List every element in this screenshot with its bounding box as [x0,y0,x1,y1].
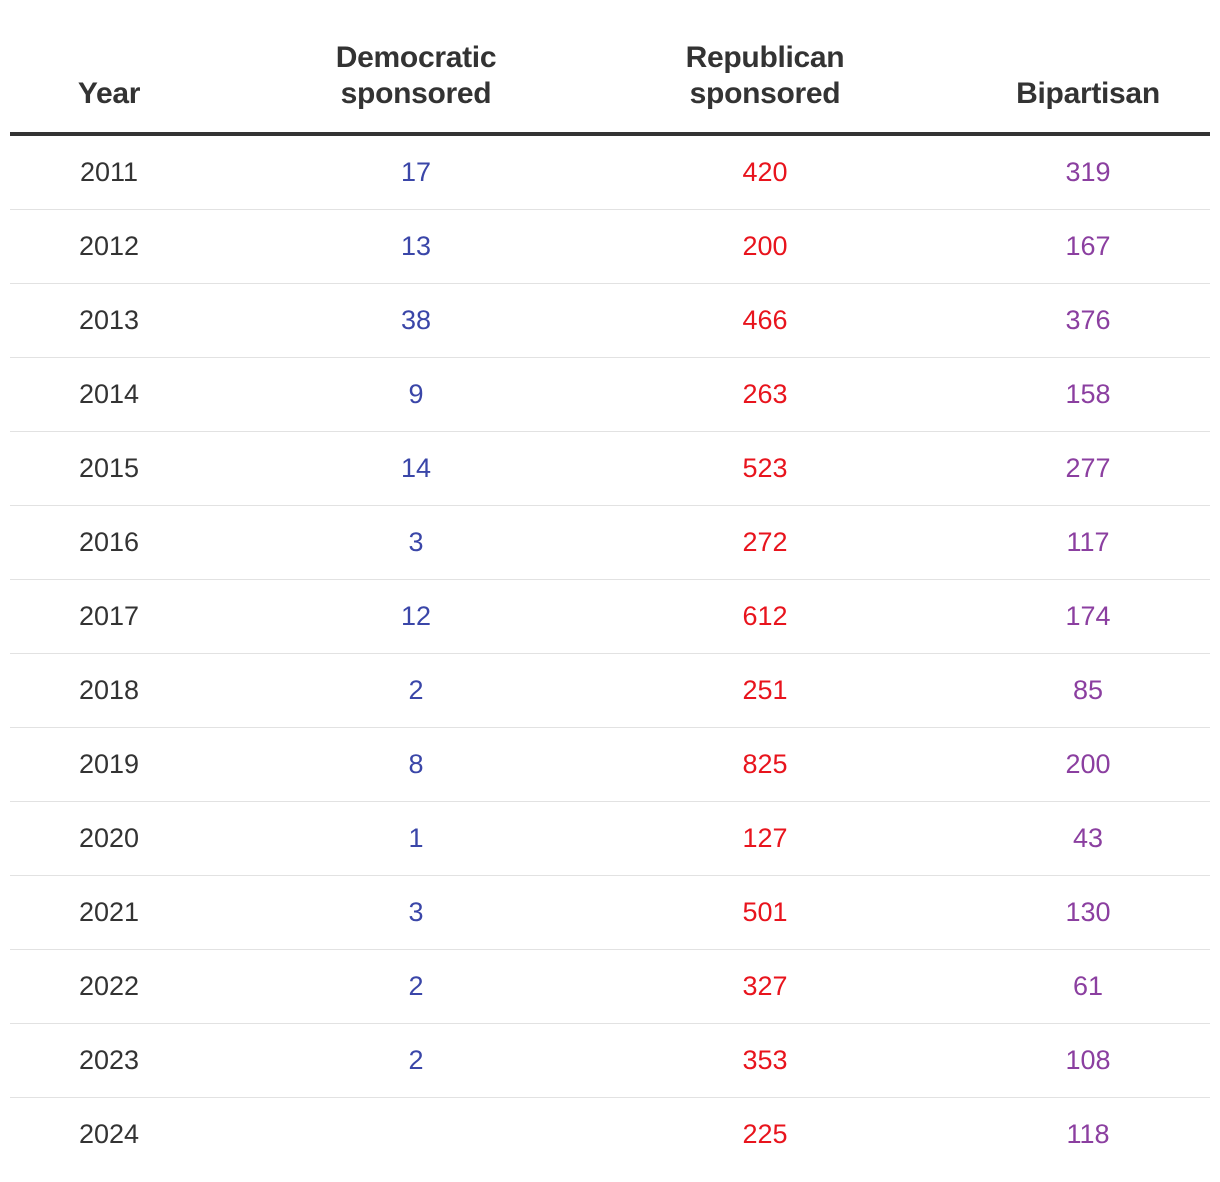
cell-bipartisan: 108 [1065,1045,1111,1075]
cell-year: 2019 [78,749,140,779]
table-row: 2011 17 420 319 [10,136,1210,210]
data-table: Year Democratic sponsored Republican spo… [10,0,1210,1171]
table-row: 2019 8 825 200 [10,728,1210,802]
cell-bipartisan: 85 [1072,675,1104,705]
table-row: 2015 14 523 277 [10,432,1210,506]
table-row: 2020 1 127 43 [10,802,1210,876]
header-republican-line-2: sponsored [689,77,841,110]
header-year: Year [10,76,208,112]
cell-republican: 327 [742,971,788,1001]
cell-bipartisan: 277 [1065,453,1111,483]
table-header: Year Democratic sponsored Republican spo… [10,0,1210,136]
cell-democratic: 2 [408,1045,424,1075]
header-bipartisan-label: Bipartisan [1016,77,1160,110]
cell-year: 2017 [78,601,140,631]
cell-bipartisan: 158 [1065,379,1111,409]
table-row: 2024 225 118 [10,1098,1210,1171]
cell-democratic: 1 [408,823,424,853]
cell-year: 2011 [79,157,139,187]
cell-republican: 523 [742,453,788,483]
cell-republican: 825 [742,749,788,779]
cell-bipartisan: 174 [1065,601,1111,631]
table-row: 2016 3 272 117 [10,506,1210,580]
header-democratic-line-2: sponsored [340,77,492,110]
table-row: 2017 12 612 174 [10,580,1210,654]
cell-bipartisan: 130 [1065,897,1111,927]
cell-bipartisan: 376 [1065,305,1111,335]
cell-year: 2020 [78,823,140,853]
cell-republican: 466 [742,305,788,335]
cell-democratic: 2 [408,675,424,705]
cell-bipartisan: 118 [1066,1119,1110,1149]
table-row: 2018 2 251 85 [10,654,1210,728]
header-republican-line-1: Republican [685,41,845,74]
cell-democratic: 14 [400,453,432,483]
header-year-label: Year [77,77,141,110]
table-row: 2013 38 466 376 [10,284,1210,358]
table-row: 2012 13 200 167 [10,210,1210,284]
cell-republican: 272 [742,527,788,557]
cell-bipartisan: 61 [1072,971,1104,1001]
cell-republican: 501 [742,897,788,927]
cell-democratic: 3 [408,897,424,927]
header-democratic: Democratic sponsored [228,40,604,112]
cell-year: 2016 [78,527,140,557]
table-row: 2022 2 327 61 [10,950,1210,1024]
table-body: 2011 17 420 319 2012 13 200 167 2013 38 466 376 2014… [10,136,1210,1171]
cell-republican: 200 [742,231,788,261]
header-bipartisan: Bipartisan [952,76,1220,112]
cell-democratic: 9 [408,379,424,409]
cell-democratic: 38 [400,305,432,335]
cell-democratic: 3 [408,527,424,557]
cell-bipartisan: 319 [1065,157,1111,187]
table-row: 2014 9 263 158 [10,358,1210,432]
cell-year: 2024 [78,1119,140,1149]
cell-republican: 263 [742,379,788,409]
cell-year: 2021 [78,897,140,927]
cell-republican: 420 [742,157,788,187]
cell-democratic: 2 [408,971,424,1001]
cell-democratic: 17 [400,157,432,187]
cell-year: 2022 [78,971,140,1001]
cell-year: 2023 [78,1045,140,1075]
cell-republican: 612 [742,601,788,631]
table-row: 2021 3 501 130 [10,876,1210,950]
cell-year: 2015 [78,453,140,483]
cell-year: 2018 [78,675,140,705]
cell-bipartisan: 117 [1066,527,1110,557]
cell-bipartisan: 167 [1065,231,1111,261]
header-democratic-line-1: Democratic [335,41,497,74]
header-republican: Republican sponsored [578,40,952,112]
cell-republican: 251 [742,675,788,705]
cell-democratic [228,1098,604,1171]
cell-year: 2014 [78,379,140,409]
cell-year: 2012 [78,231,140,261]
table-row: 2023 2 353 108 [10,1024,1210,1098]
cell-democratic: 13 [400,231,432,261]
cell-year: 2013 [78,305,140,335]
cell-bipartisan: 200 [1065,749,1111,779]
cell-democratic: 12 [400,601,432,631]
cell-republican: 353 [742,1045,788,1075]
cell-democratic: 8 [408,749,424,779]
cell-bipartisan: 43 [1072,823,1104,853]
cell-republican: 225 [742,1119,788,1149]
cell-republican: 127 [742,823,788,853]
